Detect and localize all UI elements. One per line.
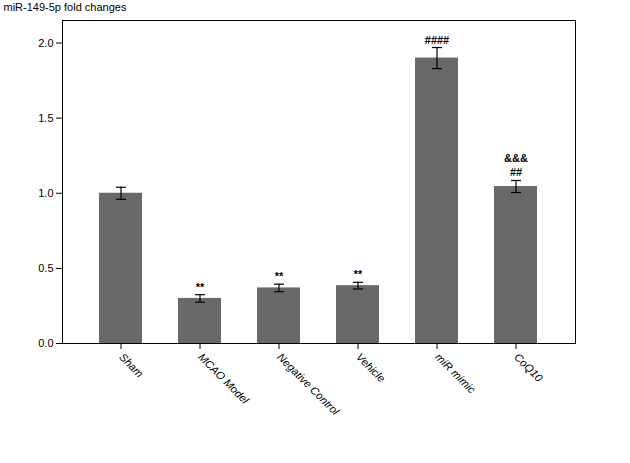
svg-text:miR mimic: miR mimic — [433, 351, 478, 396]
svg-text:1.5: 1.5 — [38, 112, 53, 124]
svg-text:CoQ10: CoQ10 — [512, 351, 546, 385]
svg-text:**: ** — [275, 270, 284, 282]
svg-text:0.5: 0.5 — [38, 262, 53, 274]
svg-text:1.0: 1.0 — [38, 187, 53, 199]
svg-text:##: ## — [510, 166, 522, 178]
svg-text:miR-149-5p fold changes: miR-149-5p fold changes — [4, 1, 127, 13]
svg-text:**: ** — [196, 281, 205, 293]
svg-text:Negative Control: Negative Control — [275, 351, 342, 418]
svg-text:Vehicle: Vehicle — [354, 351, 388, 385]
svg-text:MCAO Model: MCAO Model — [196, 351, 252, 407]
svg-text:Sham: Sham — [117, 351, 146, 380]
svg-text:&&&: &&& — [504, 152, 528, 164]
svg-text:**: ** — [354, 268, 363, 280]
svg-text:0.0: 0.0 — [38, 337, 53, 349]
svg-text:2.0: 2.0 — [38, 37, 53, 49]
svg-text:####: #### — [425, 34, 449, 46]
